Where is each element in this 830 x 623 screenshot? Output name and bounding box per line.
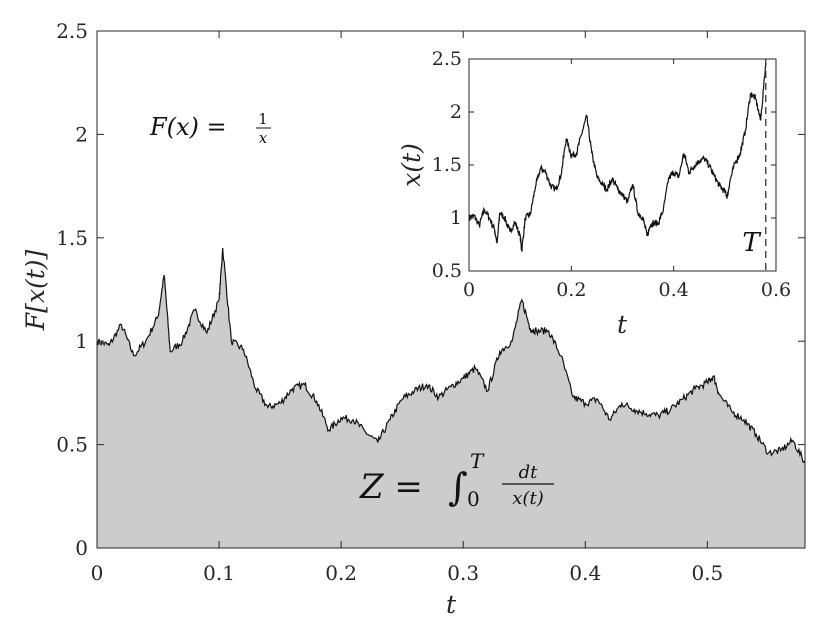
- x-tick-labels: 0 0.1 0.2 0.3 0.4 0.5: [91, 561, 724, 585]
- inset-chart: T 0 0.2 0.4 0.6 0.5 1 1.5 2 2.5 t x(t): [397, 48, 791, 339]
- inset-y-tick-label: 2.5: [432, 48, 462, 70]
- y-tick-label: 2.5: [56, 19, 88, 43]
- inset-y-tick-label: 0.5: [432, 260, 462, 282]
- y-tick-label: 1.5: [56, 226, 88, 250]
- formula-F-denominator: x: [259, 129, 268, 147]
- x-tick-label: 0.3: [447, 561, 479, 585]
- inset-ticks: [468, 58, 777, 272]
- stopping-time-label: T: [742, 228, 761, 258]
- y-axis-label: F[x(t)]: [21, 250, 50, 332]
- main-axes-box: [96, 30, 806, 549]
- formula-Z-lhs: Z =: [359, 467, 423, 507]
- area-fill: [97, 248, 805, 548]
- inset-y-axis-label: x(t): [397, 143, 426, 187]
- inset-y-tick-label: 1: [450, 207, 462, 229]
- inset-x-tick-label: 0.6: [761, 279, 791, 301]
- y-tick-label: 0: [75, 536, 88, 560]
- y-tick-label: 2: [75, 122, 88, 146]
- formula-Z-denominator: x(t): [512, 488, 543, 509]
- inset-y-tick-label: 2: [450, 101, 462, 123]
- formula-F-numerator: 1: [258, 110, 268, 128]
- inset-x-tick-label: 0.4: [659, 279, 689, 301]
- inset-background: [469, 59, 776, 271]
- formula-F: F(x) = 1 x: [149, 110, 271, 147]
- inset-y-tick-labels: 0.5 1 1.5 2 2.5: [432, 48, 462, 282]
- y-tick-labels: 0 0.5 1 1.5 2 2.5: [56, 19, 88, 560]
- x-tick-label: 0: [91, 561, 104, 585]
- formula-Z-upper-limit: T: [470, 449, 485, 473]
- inset-x-tick-label: 0.2: [556, 279, 586, 301]
- x-tick-label: 0.1: [203, 561, 235, 585]
- inset-x-tick-labels: 0 0.2 0.4 0.6: [463, 279, 791, 301]
- x-tick-label: 0.5: [691, 561, 723, 585]
- formula-Z-lower-limit: 0: [467, 487, 480, 511]
- formula-Z-integral: ∫: [448, 465, 468, 509]
- series-line: [96, 248, 806, 464]
- x-tick-label: 0.2: [325, 561, 357, 585]
- formula-Z: Z = ∫ 0 T dt x(t): [359, 449, 554, 511]
- inset-series-line: [468, 63, 767, 252]
- y-tick-label: 1: [75, 329, 88, 353]
- formula-F-lhs: F(x) =: [149, 113, 227, 141]
- inset-x-tick-label: 0: [463, 279, 475, 301]
- x-axis-label: t: [446, 590, 457, 619]
- y-tick-label: 0.5: [56, 433, 88, 457]
- inset-y-tick-label: 1.5: [432, 154, 462, 176]
- main-ticks: [96, 30, 805, 549]
- formula-Z-numerator: dt: [519, 462, 539, 483]
- inset-x-axis-label: t: [617, 310, 628, 339]
- x-tick-label: 0.4: [569, 561, 601, 585]
- main-chart: 0 0.1 0.2 0.3 0.4 0.5 00.511.522.5 t F[x(t)]: [21, 19, 806, 619]
